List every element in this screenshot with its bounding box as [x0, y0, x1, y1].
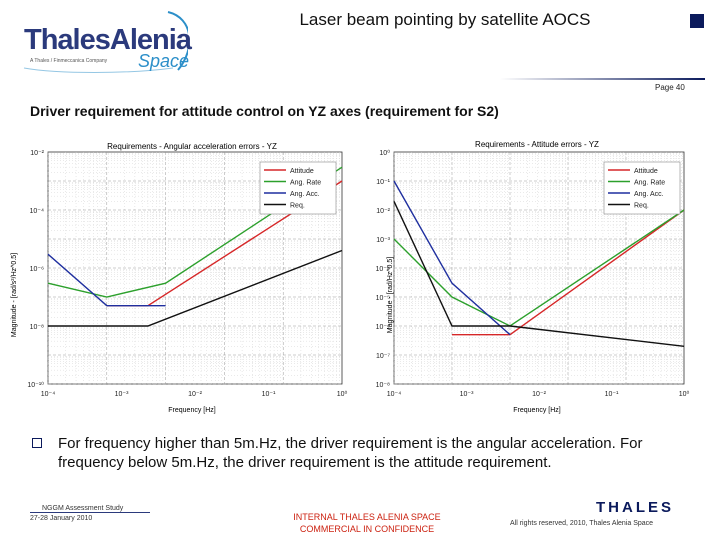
confidential-line-2: COMMERCIAL IN CONFIDENCE — [299, 524, 435, 534]
series-line-req — [48, 249, 343, 327]
x-tick-label: 10⁻⁴ — [41, 391, 56, 398]
x-tick-label: 10⁻¹ — [605, 391, 619, 398]
confidential-line-1: INTERNAL THALES ALENIA SPACE — [293, 512, 441, 522]
x-tick-label: 10⁻² — [532, 391, 546, 398]
charts-area: Requirements - Angular acceleration erro… — [11, 140, 690, 414]
x-tick-label: 10⁻⁴ — [387, 391, 402, 398]
bullet-checkbox-icon — [32, 438, 42, 448]
company-logo: ThalesAlenia — [24, 24, 192, 56]
x-tick-label: 10⁻² — [188, 391, 202, 398]
y-tick-label: 10⁻⁷ — [376, 353, 390, 360]
chart-legend: Attitude Ang. Rate Ang. Acc. Req. — [603, 161, 681, 215]
chart-title: Requirements - Angular acceleration erro… — [107, 142, 277, 151]
x-tick-label: 10⁻³ — [460, 391, 474, 398]
legend-entry: Req. — [290, 203, 305, 210]
legend-entry: Ang. Acc. — [290, 191, 320, 198]
chart-title: Requirements - Attitude errors - YZ — [475, 140, 599, 149]
legend-entry: Ang. Rate — [290, 180, 321, 187]
legend-entry: Ang. Rate — [634, 180, 665, 187]
x-tick-label: 10⁻¹ — [262, 391, 276, 398]
chart-attitude-errors: Requirements - Attitude errors - YZ Freq… — [376, 140, 690, 414]
y-tick-label: 10⁻⁶ — [376, 324, 390, 331]
y-tick-label: 10⁻⁵ — [376, 295, 390, 302]
logo-swoosh-icon — [23, 11, 188, 73]
x-tick-label: 10⁰ — [679, 390, 690, 398]
y-tick-label: 10⁻³ — [376, 237, 390, 244]
logo-space-word: Space — [138, 51, 190, 71]
legend-entry: Attitude — [290, 168, 314, 175]
series-line-attitude — [452, 209, 685, 336]
confidentiality-notice: INTERNAL THALES ALENIA SPACE COMMERCIAL … — [262, 511, 472, 535]
page-title: Laser beam pointing by satellite AOCS — [299, 10, 591, 29]
chart-legend: Attitude Ang. Rate Ang. Acc. Req. — [259, 161, 337, 215]
series-line-ang-acc — [393, 180, 511, 336]
y-axis-label: Magnitude - [rad/s²/Hz^0.5] — [11, 253, 18, 337]
footer-rights: All rights reserved, 2010, Thales Alenia… — [510, 520, 654, 527]
y-tick-label: 10⁻⁸ — [376, 382, 390, 389]
legend-entry: Req. — [634, 203, 649, 210]
logo-tagline: A Thales / Finmeccanica Company — [30, 58, 108, 64]
series-line-ang-rate — [393, 209, 685, 327]
y-tick-label: 10⁻⁴ — [30, 208, 45, 215]
y-tick-label: 10⁻² — [376, 208, 390, 215]
thales-logo: THALES — [596, 499, 674, 516]
y-tick-label: 10⁻² — [30, 150, 44, 157]
y-tick-label: 10⁻⁴ — [376, 266, 391, 273]
chart-angular-acceleration: Requirements - Angular acceleration erro… — [11, 142, 347, 414]
legend-entry: Ang. Acc. — [634, 191, 664, 198]
x-tick-label: 10⁻³ — [115, 391, 129, 398]
footer-divider — [30, 512, 150, 513]
footer-date: 27-28 January 2010 — [30, 515, 93, 522]
x-axis-label: Frequency [Hz] — [513, 407, 561, 414]
y-tick-label: 10⁻⁶ — [30, 266, 44, 273]
y-tick-label: 10⁻¹⁰ — [27, 381, 44, 389]
series-line-ang-acc — [47, 253, 166, 307]
x-tick-label: 10⁰ — [337, 390, 348, 398]
header-divider — [500, 78, 705, 80]
slide-subtitle: Driver requirement for attitude control … — [30, 103, 499, 119]
x-axis-label: Frequency [Hz] — [168, 407, 216, 414]
series-line-req — [393, 201, 685, 347]
legend-entry: Attitude — [634, 168, 658, 175]
y-axis-label: Magnitude - [rad/Hz^0.5] — [387, 257, 394, 333]
y-tick-label: 10⁰ — [379, 149, 390, 157]
series-line-ang-rate — [47, 166, 343, 298]
y-tick-label: 10⁻⁸ — [30, 324, 44, 331]
page-number: Page 40 — [655, 83, 685, 92]
y-tick-label: 10⁻¹ — [376, 179, 390, 186]
footer-study: NGGM Assessment Study — [42, 505, 124, 512]
title-accent-block — [690, 14, 704, 28]
bullet-text: For frequency higher than 5m.Hz, the dri… — [58, 435, 643, 471]
